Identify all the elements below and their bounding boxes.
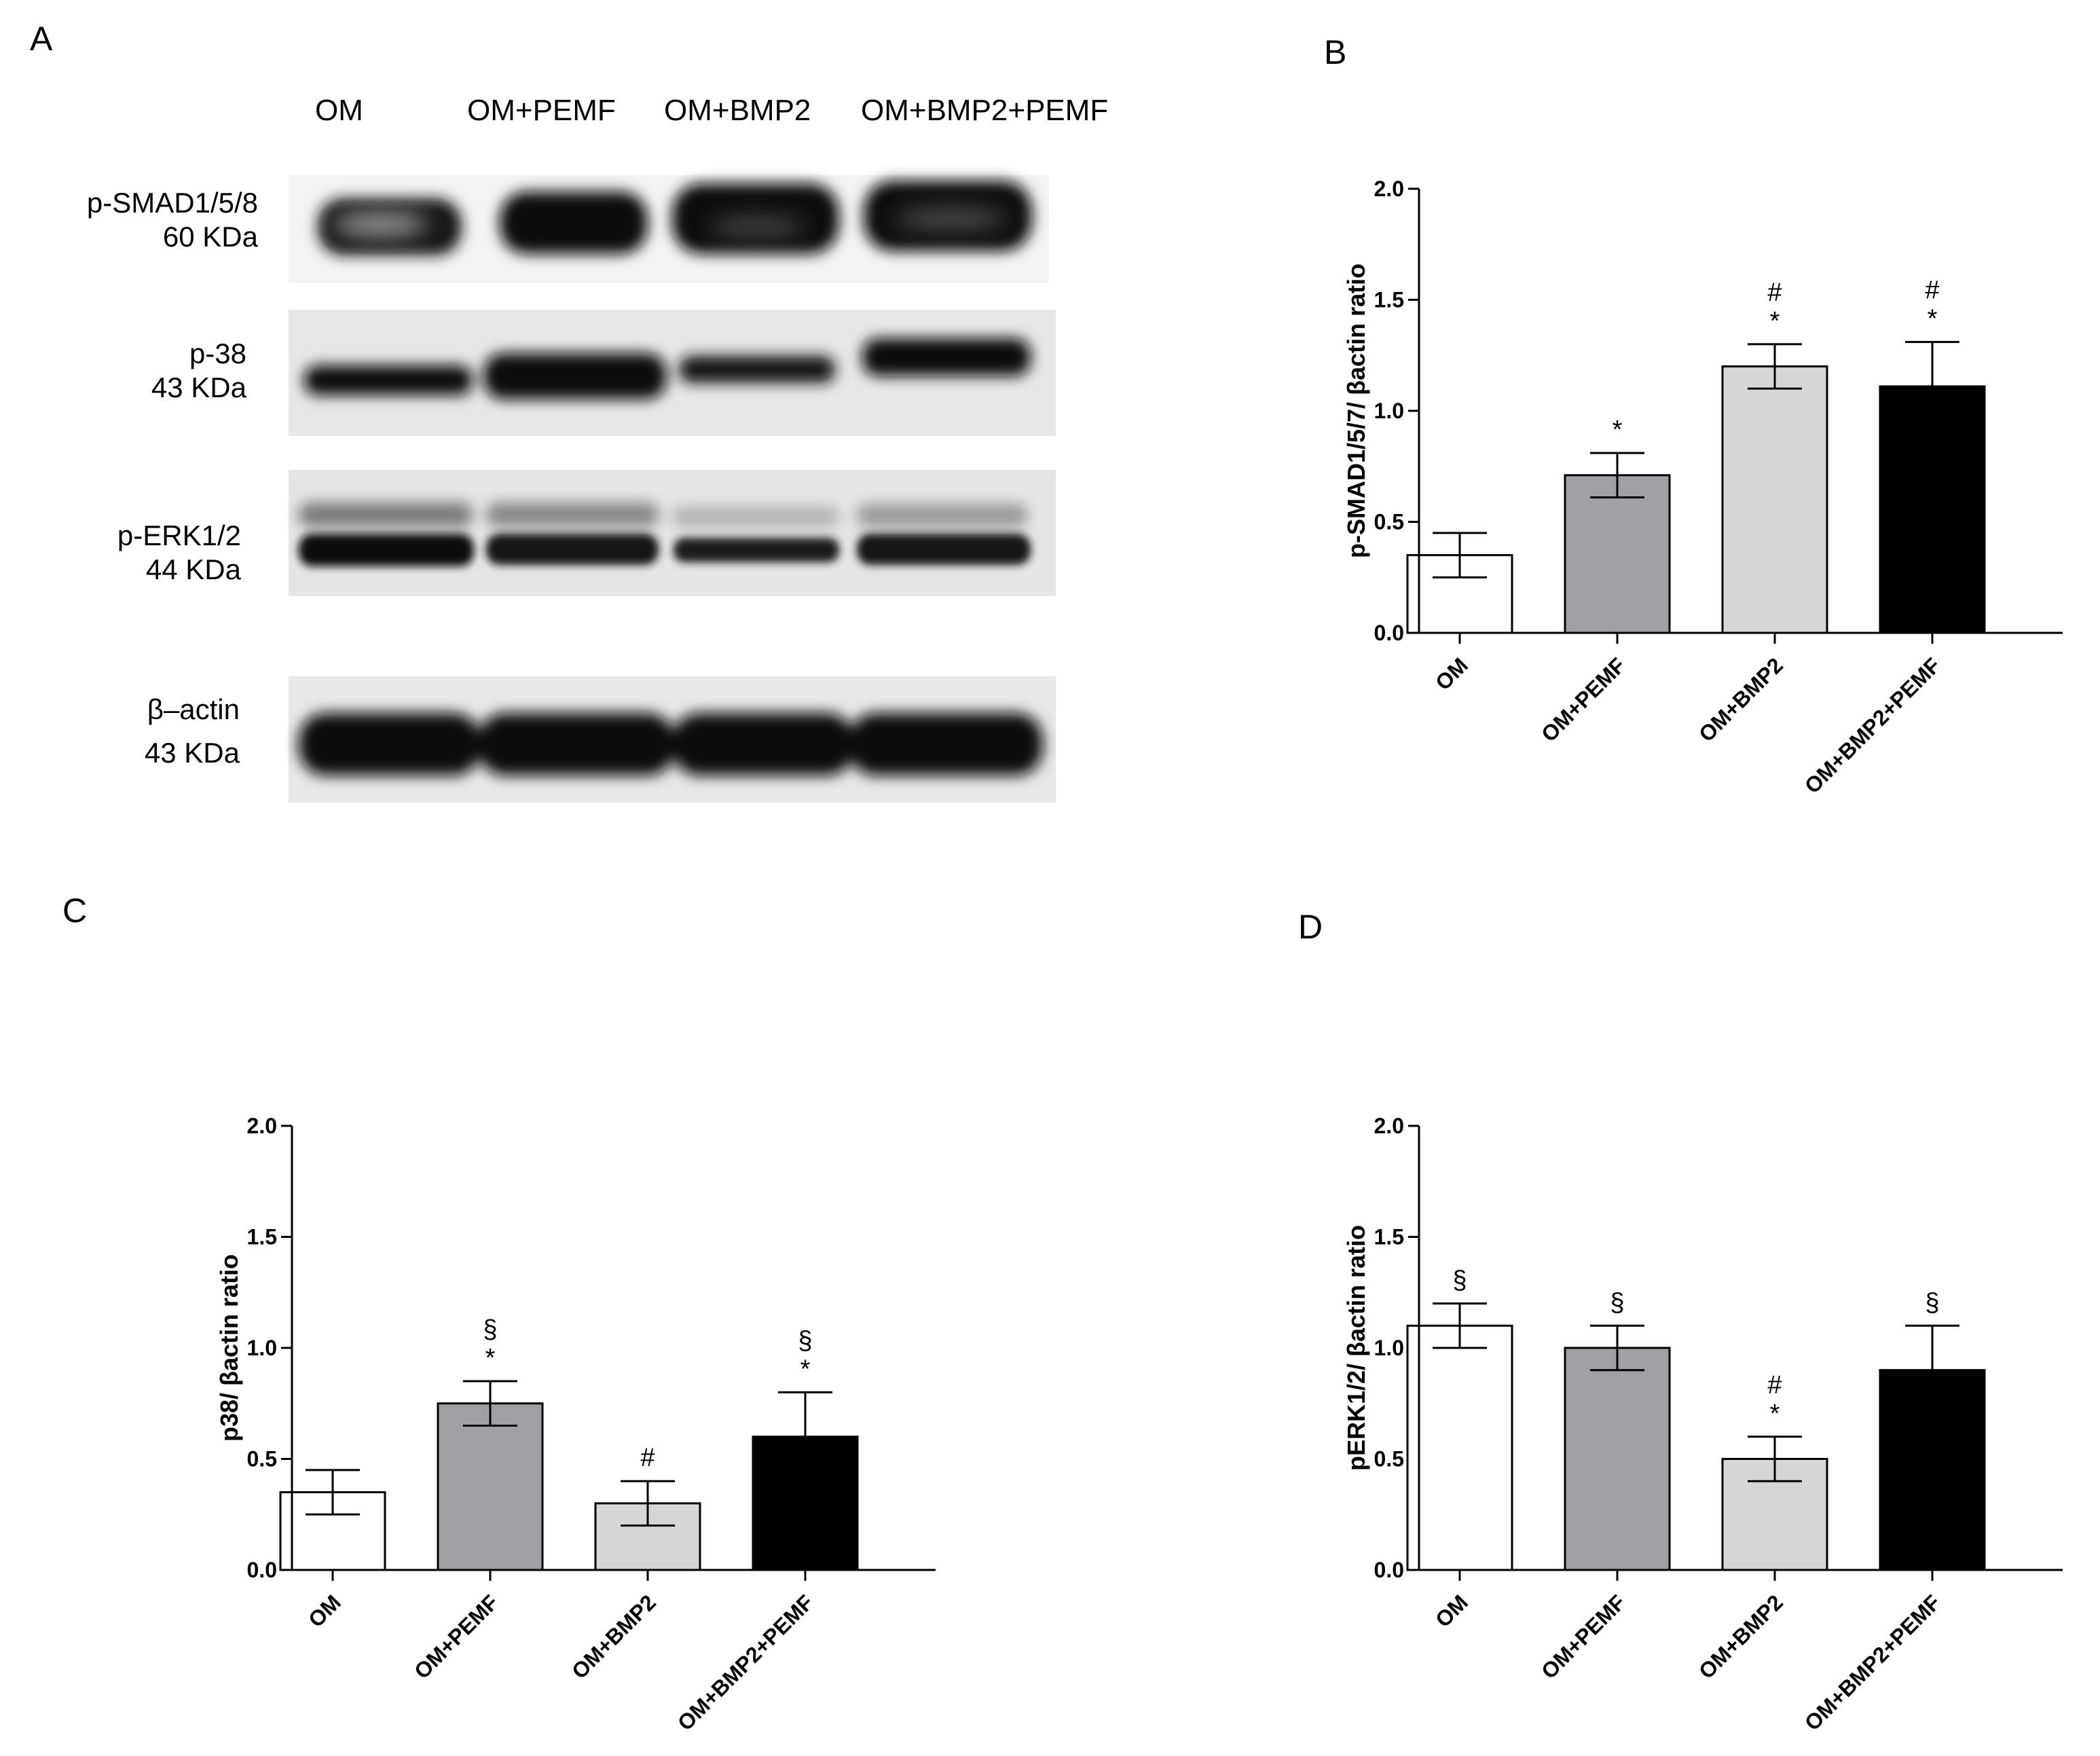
blot-mw: 43 KDa [144,737,240,769]
band [478,713,675,775]
y-axis-label: p38/ βactin ratio [215,1254,243,1442]
y-tick-label: 0.5 [1374,1447,1404,1471]
bar [437,1402,544,1571]
blot-label-p38: p-38 43 KDa [151,337,246,405]
significance-mark: # [1767,1371,1782,1400]
y-tick-label: 1.5 [247,1225,277,1249]
band [483,353,667,399]
blot-name: p-ERK1/2 [117,519,241,551]
x-tick-label: OM [1431,1590,1473,1632]
x-tick-label: OM+PEMF [409,1590,503,1683]
significance-mark: * [1928,305,1938,333]
y-tick-label: 0.0 [1374,621,1404,645]
y-tick-label: 0.5 [247,1447,277,1471]
band [862,338,1031,376]
blot-name: p-38 [189,337,246,369]
chart-perk-ratio: 0.0 0.5 1.0 1.5 2.0 § OM § OM+PEMF *# OM+BMP2 § OM+B… [1342,1114,2063,1736]
chart-psmad-ratio: 0.00.51.01.52.0OM*OM+PEMF*#OM+BMP2*#OM+B… [1342,177,2063,799]
lane-label-om-bmp2-pemf: OM+BMP2+PEMF [861,94,1109,127]
x-tick-label: OM [1431,653,1473,695]
significance-mark: # [1925,276,1939,305]
significance-mark: * [800,1355,811,1383]
y-tick-label: 0.5 [1374,510,1404,534]
band [672,713,854,775]
bar [1721,365,1828,634]
blot-mw: 43 KDa [151,371,246,403]
significance-mark: § [1452,1266,1467,1295]
y-tick-label: 0.0 [1374,1558,1404,1582]
x-tick-label: OM+BMP2 [1694,653,1788,746]
significance-mark: * [1770,307,1780,335]
lane-label-om-pemf: OM+PEMF [467,94,616,127]
blot-background [289,470,1056,596]
blot-name: β–actin [147,693,240,725]
panel-letter-d: D [1298,908,1323,946]
band [679,356,835,383]
y-tick-label: 1.0 [1374,1336,1404,1360]
lane-label-om: OM [315,94,363,127]
significance-mark: § [798,1326,812,1355]
blot-label-actin: β–actin 43 KDa [145,693,240,770]
y-tick-label: 1.0 [247,1336,277,1360]
blot-psmad [289,175,1049,282]
band [857,534,1031,565]
significance-mark: § [1610,1288,1624,1317]
bar [1406,1324,1513,1571]
band [674,538,839,562]
bar [1564,474,1671,634]
significance-mark: * [485,1344,496,1372]
y-axis-label: pERK1/2/ βactin ratio [1342,1225,1370,1471]
x-tick-label: OM+BMP2+PEMF [673,1590,818,1735]
y-tick-label: 2.0 [1374,177,1404,201]
y-tick-label: 0.0 [247,1558,277,1582]
panel-letter-b: B [1324,33,1347,71]
band [486,534,659,565]
significance-mark: * [1613,416,1623,444]
band [500,191,648,254]
blot-mw: 60 KDa [162,221,258,253]
y-tick-label: 2.0 [1374,1114,1404,1138]
blot-label-perk: p-ERK1/2 44 KDa [117,519,241,587]
significance-mark: § [1925,1288,1939,1317]
blot-p38 [289,310,1056,436]
band [299,713,481,775]
band [849,713,1043,775]
y-axis-label: p-SMAD1/5/7/ βactin ratio [1342,263,1370,558]
significance-mark: # [640,1444,655,1472]
x-tick-label: OM+BMP2+PEMF [1800,1590,1945,1735]
blot-mw: 44 KDa [145,553,241,585]
lane-label-om-bmp2: OM+BMP2 [664,94,811,127]
significance-mark: # [1767,278,1782,307]
band [299,534,474,566]
band [304,365,473,395]
chart-p38-ratio: 0.00.51.01.52.0OM*§OM+PEMF#OM+BMP2*§OM+B… [215,1114,936,1736]
panel-letter-a: A [30,20,53,58]
y-tick-label: 1.5 [1374,288,1404,312]
panel-letter-c: C [62,892,88,930]
y-tick-label: 1.5 [1374,1225,1404,1249]
x-tick-label: OM [303,1590,346,1632]
y-tick-label: 2.0 [247,1114,277,1138]
blot-name: p-SMAD1/5/8 [86,187,258,219]
x-tick-label: OM+PEMF [1536,653,1630,746]
x-tick-label: OM+PEMF [1536,1590,1630,1683]
blot-perk [289,470,1056,596]
y-tick-label: 1.0 [1374,399,1404,423]
x-tick-label: OM+BMP2 [567,1590,661,1683]
significance-mark: § [483,1315,497,1344]
x-tick-label: OM+BMP2 [1694,1590,1788,1683]
bar [1564,1347,1671,1571]
significance-mark: * [1770,1400,1780,1428]
blot-actin [289,676,1056,803]
blot-label-psmad: p-SMAD1/5/8 60 KDa [87,186,258,254]
x-tick-label: OM+BMP2+PEMF [1800,653,1945,798]
